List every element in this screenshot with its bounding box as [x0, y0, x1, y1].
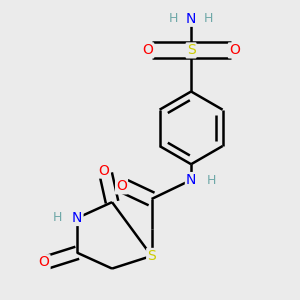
Text: S: S: [187, 44, 196, 57]
Text: N: N: [186, 173, 196, 187]
Text: O: O: [229, 44, 240, 57]
Text: O: O: [39, 255, 50, 269]
Text: O: O: [116, 179, 127, 194]
Text: H: H: [53, 212, 62, 224]
Text: H: H: [204, 12, 213, 25]
Text: O: O: [99, 164, 110, 178]
Text: S: S: [147, 249, 156, 263]
Text: N: N: [72, 211, 83, 225]
Text: N: N: [186, 12, 196, 26]
Text: O: O: [142, 44, 153, 57]
Text: H: H: [169, 12, 178, 25]
Text: H: H: [207, 173, 216, 187]
